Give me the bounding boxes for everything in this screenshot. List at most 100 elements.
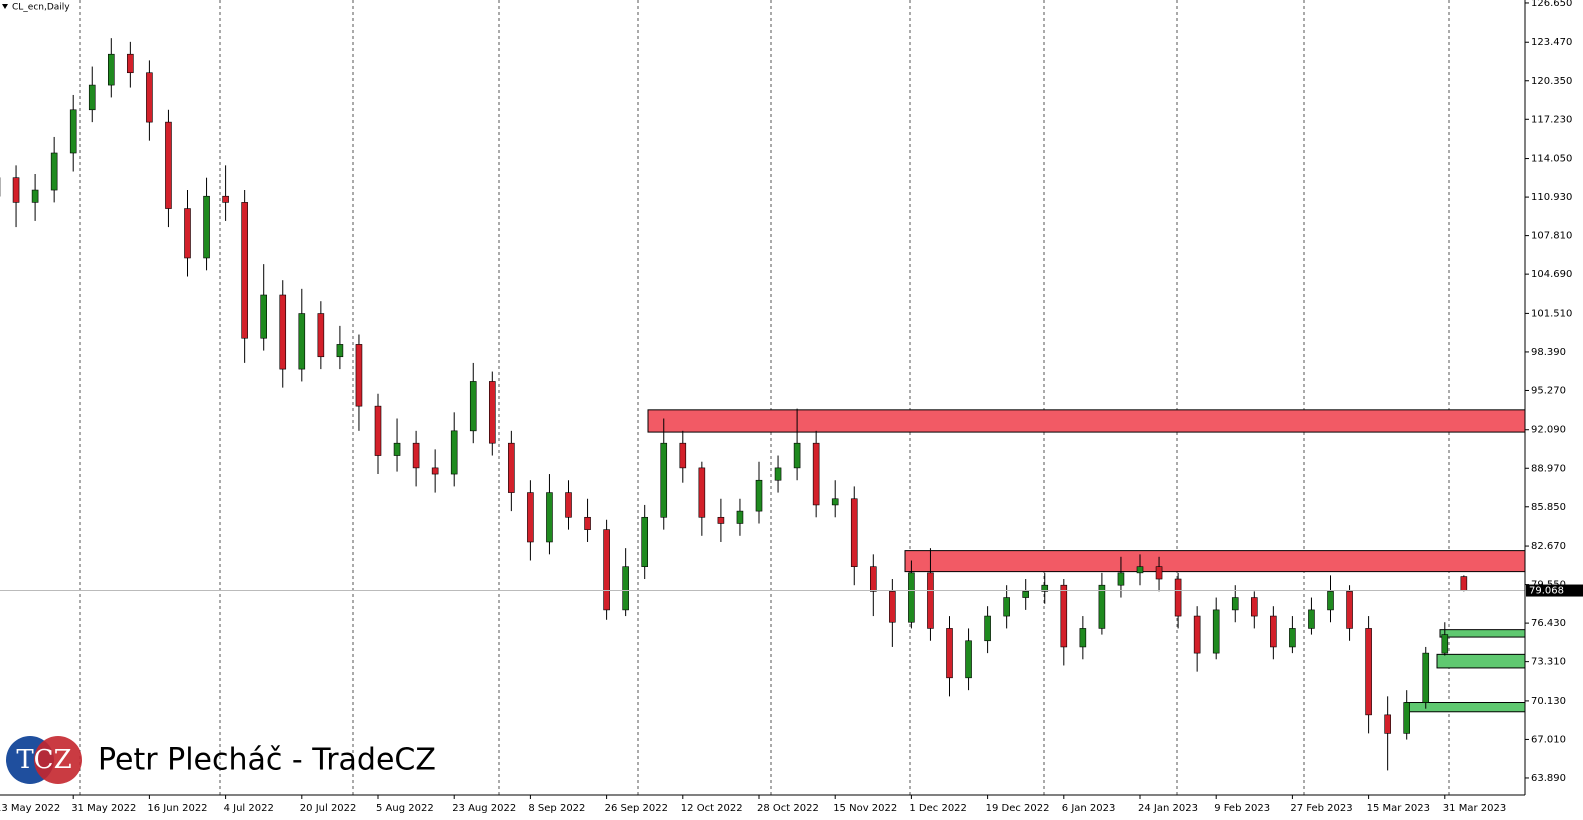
y-tick-label: 88.970 [1531, 463, 1566, 474]
candle-body [317, 313, 325, 358]
candle-body [1003, 597, 1010, 617]
candle-body [374, 405, 382, 456]
y-tick-label: 67.010 [1531, 734, 1566, 745]
y-tick-label: 95.270 [1531, 385, 1566, 396]
candle-body [774, 467, 782, 481]
candle-body [927, 572, 934, 629]
candle-body [241, 202, 248, 339]
candle-body [679, 442, 687, 469]
candle-body [146, 72, 153, 123]
menu-arrow[interactable] [2, 4, 8, 9]
candle-body [908, 572, 915, 623]
candle-body [1346, 591, 1353, 629]
candle-body [736, 510, 744, 524]
x-tick-label: 5 Aug 2022 [376, 803, 434, 814]
candle-body [108, 53, 115, 86]
x-tick-label: 1 Dec 2022 [909, 803, 967, 814]
candle-body [812, 442, 820, 506]
candle-body [1212, 609, 1220, 654]
x-tick-label: 19 Dec 2022 [986, 803, 1050, 814]
candle-body [831, 498, 839, 506]
candle-body [1174, 578, 1182, 617]
candle-body [869, 566, 877, 592]
y-tick-label: 70.130 [1531, 696, 1566, 707]
candle-body [431, 467, 439, 475]
candle-body [393, 442, 401, 456]
current-price-box [1526, 584, 1583, 597]
candle-body [450, 430, 458, 475]
candle-body [622, 566, 629, 611]
x-tick-label: 31 Mar 2023 [1443, 803, 1506, 814]
candles [0, 38, 1468, 771]
y-tick-label: 92.090 [1531, 425, 1566, 436]
x-tick-label: 8 Sep 2022 [528, 803, 585, 814]
x-tick-label: 31 May 2022 [71, 803, 136, 814]
y-tick-label: 98.390 [1531, 347, 1566, 358]
candle-body [1270, 615, 1277, 648]
y-tick-label: 73.310 [1531, 657, 1566, 668]
candle-body [1441, 634, 1449, 654]
watermark-text: Petr Plecháč - TradeCZ [98, 743, 436, 778]
candle-body [1422, 652, 1430, 703]
candle-body [946, 628, 953, 679]
x-tick-label: 15 Mar 2023 [1367, 803, 1430, 814]
candle-body [1365, 628, 1372, 716]
candle-body [88, 84, 96, 111]
zones [647, 409, 1526, 713]
candle-body [1251, 597, 1258, 617]
y-tick-label: 104.690 [1531, 269, 1572, 280]
y-tick-label: 82.670 [1531, 541, 1566, 552]
y-tick-label: 126.650 [1531, 0, 1572, 9]
candle-body [755, 479, 763, 512]
candle-body [298, 313, 306, 370]
zone [904, 550, 1526, 573]
x-tick-label: 26 Sep 2022 [605, 803, 668, 814]
candle-body [1327, 591, 1334, 611]
candle-body [660, 442, 668, 518]
y-tick-label: 101.510 [1531, 308, 1572, 319]
candle-body [1231, 597, 1239, 611]
x-tick-label: 28 Oct 2022 [757, 803, 819, 814]
candle-body [260, 294, 268, 339]
candle-body [1136, 566, 1144, 574]
candle-body [1289, 628, 1296, 648]
candle-body [527, 492, 534, 543]
candle-body [717, 516, 725, 524]
x-tick-label: 20 Jul 2022 [300, 803, 357, 814]
candle-body [31, 189, 39, 203]
x-tick-label: 4 Jul 2022 [224, 803, 274, 814]
candle-body [355, 344, 363, 407]
candle-body [1308, 609, 1315, 629]
x-tick-label: 13 May 2022 [0, 803, 60, 814]
logo-circle [34, 736, 82, 784]
x-tick-label: 6 Jan 2023 [1062, 803, 1116, 814]
y-tick-label: 85.850 [1531, 502, 1566, 513]
candle-body [469, 381, 477, 432]
candle-body [584, 516, 591, 530]
zone [1436, 653, 1526, 669]
candle-body [12, 177, 20, 203]
candle-body [889, 591, 896, 623]
x-tick-label: 24 Jan 2023 [1138, 803, 1198, 814]
candle-body [1384, 714, 1391, 734]
candle-body [508, 442, 515, 493]
candle-body [1193, 615, 1201, 654]
candle-body [1155, 566, 1163, 580]
candle-body [1060, 584, 1068, 648]
candle-body [165, 121, 172, 209]
candle-body [603, 529, 610, 611]
x-tick-label: 12 Oct 2022 [681, 803, 743, 814]
y-tick-label: 76.430 [1531, 618, 1566, 629]
watermark: TCZ Petr Plecháč - TradeCZ [6, 736, 436, 784]
y-tick-label: 117.230 [1531, 114, 1572, 125]
x-tick-label: 27 Feb 2023 [1290, 803, 1352, 814]
candle-body [1098, 584, 1106, 629]
candle-body [50, 152, 58, 191]
candle-body [222, 195, 229, 203]
candle-body [1022, 591, 1030, 598]
candle-body [1460, 576, 1468, 591]
zone [1404, 702, 1526, 713]
candle-body [184, 208, 191, 259]
